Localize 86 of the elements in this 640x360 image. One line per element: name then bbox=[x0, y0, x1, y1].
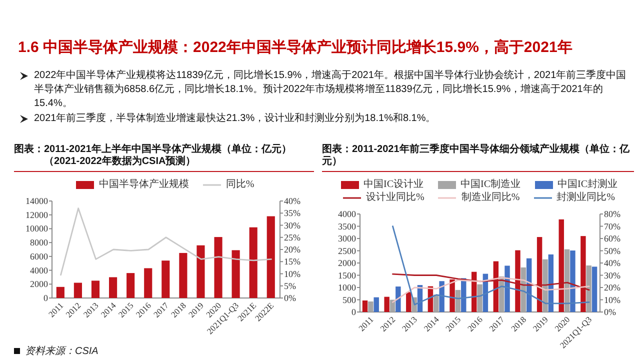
bar bbox=[109, 277, 118, 298]
bar bbox=[450, 279, 455, 312]
bar bbox=[179, 252, 188, 298]
bar bbox=[592, 266, 598, 312]
y-tick-label: 10000 bbox=[26, 224, 48, 234]
legend-label: 中国IC封测业 bbox=[558, 178, 618, 191]
bar bbox=[455, 290, 461, 312]
bar bbox=[126, 273, 135, 298]
bar bbox=[570, 250, 576, 312]
y2-tick-label: 10% bbox=[284, 268, 301, 279]
legend-label: 制造业同比% bbox=[461, 191, 520, 204]
y-tick-label: 4000 bbox=[338, 209, 356, 219]
y-tick-label: 0 bbox=[352, 307, 356, 317]
y2-tick-label: 20% bbox=[604, 282, 621, 292]
bar bbox=[406, 292, 412, 312]
y-tick-label: 2000 bbox=[338, 258, 356, 268]
bar bbox=[396, 286, 401, 312]
line-series bbox=[60, 208, 272, 276]
bar bbox=[56, 286, 64, 298]
text: 2022年中国半导体产业规模将达11839亿元，同比增长15.9%，增速高于2021年。根据中国半导体行业协会统计，2021年前三季度中国半导体产业销售额为6858.6亿元，同比增长18.1%。预计2022年市场规模将增至11839亿元，同比增长15.9%，增速高于2021年的15.4%。 bbox=[33, 69, 628, 111]
y2-tick-label: 25% bbox=[284, 232, 301, 242]
text: 1.6 中国半导体产业规模：2022年中国半导体产业预计同比增长15.9%，高于2021年 bbox=[18, 38, 574, 57]
y2-tick-label: 10% bbox=[604, 294, 621, 305]
bar bbox=[362, 300, 368, 312]
line-series bbox=[392, 273, 590, 291]
y-tick-label: 4000 bbox=[30, 265, 48, 276]
y2-tick-label: 35% bbox=[284, 208, 301, 218]
y2-tick-label: 0% bbox=[604, 307, 616, 317]
line-series bbox=[392, 277, 590, 303]
y-tick-label: 14000 bbox=[26, 196, 48, 206]
bar bbox=[249, 227, 258, 298]
chart-subtitle: （2021-2022年数据为CSIA预测） bbox=[43, 156, 197, 168]
bar bbox=[586, 265, 592, 312]
bar bbox=[214, 237, 222, 298]
y2-tick-label: 20% bbox=[284, 244, 301, 254]
y2-tick-label: 5% bbox=[284, 280, 296, 291]
y2-tick-label: 60% bbox=[604, 234, 621, 244]
y-tick-label: 3000 bbox=[338, 234, 356, 244]
legend-label: 中国IC设计业 bbox=[364, 178, 424, 191]
y-tick-label: 8000 bbox=[30, 238, 48, 248]
legend-label: 中国IC制造业 bbox=[460, 178, 520, 191]
bar bbox=[162, 260, 170, 298]
bar bbox=[515, 250, 520, 312]
bar bbox=[144, 268, 152, 298]
y2-tick-label: 30% bbox=[604, 270, 621, 280]
line-series bbox=[392, 226, 590, 306]
y2-tick-label: 70% bbox=[604, 221, 621, 232]
legend-label: 设计业同比% bbox=[366, 191, 424, 204]
y-tick-label: 6000 bbox=[30, 251, 48, 262]
bar bbox=[504, 266, 510, 312]
y2-tick-label: 40% bbox=[284, 196, 301, 206]
y2-tick-label: 50% bbox=[604, 246, 621, 256]
y2-tick-label: 15% bbox=[284, 256, 301, 267]
bar bbox=[477, 284, 482, 312]
legend-label: 同比% bbox=[226, 178, 254, 191]
chart-title: 图表：2011-2021年上半年中国半导体产业规模（单位：亿元） bbox=[14, 144, 292, 156]
y-tick-label: 2500 bbox=[338, 246, 356, 256]
text: 资料来源：CSIA bbox=[24, 344, 98, 358]
y-tick-label: 1500 bbox=[338, 270, 356, 280]
bar bbox=[384, 296, 390, 312]
y-tick-label: 3500 bbox=[338, 221, 356, 232]
bar bbox=[536, 237, 542, 312]
legend-label: 封测业同比% bbox=[556, 191, 616, 204]
y-tick-label: 0 bbox=[44, 293, 48, 303]
y2-tick-label: 0% bbox=[284, 293, 296, 303]
y2-tick-label: 30% bbox=[284, 220, 301, 230]
bar bbox=[74, 282, 82, 298]
legend-label: 中国半导体产业规模 bbox=[98, 178, 189, 191]
bar bbox=[558, 219, 564, 312]
text: 2021年前三季度，半导体制造业增速最快达21.3%，设计业和封测业分别为18.1%和8.1%。 bbox=[33, 112, 437, 126]
y-tick-label: 12000 bbox=[26, 210, 48, 220]
y2-tick-label: 40% bbox=[604, 258, 621, 268]
bar bbox=[266, 216, 275, 298]
chart-title: 图表：2011-2021年前三季度中国半导体细分领域产业规模（单位：亿元） bbox=[322, 144, 630, 168]
bar bbox=[439, 281, 444, 312]
bar bbox=[368, 301, 374, 312]
y-tick-label: 1000 bbox=[338, 282, 356, 292]
y-tick-label: 500 bbox=[342, 294, 356, 305]
bar bbox=[374, 297, 379, 312]
y-tick-label: 2000 bbox=[30, 279, 48, 290]
bar bbox=[232, 250, 240, 298]
bar bbox=[91, 280, 100, 298]
bar bbox=[580, 236, 586, 312]
y2-tick-label: 80% bbox=[604, 209, 621, 219]
bar bbox=[542, 259, 548, 312]
bar bbox=[196, 245, 205, 298]
